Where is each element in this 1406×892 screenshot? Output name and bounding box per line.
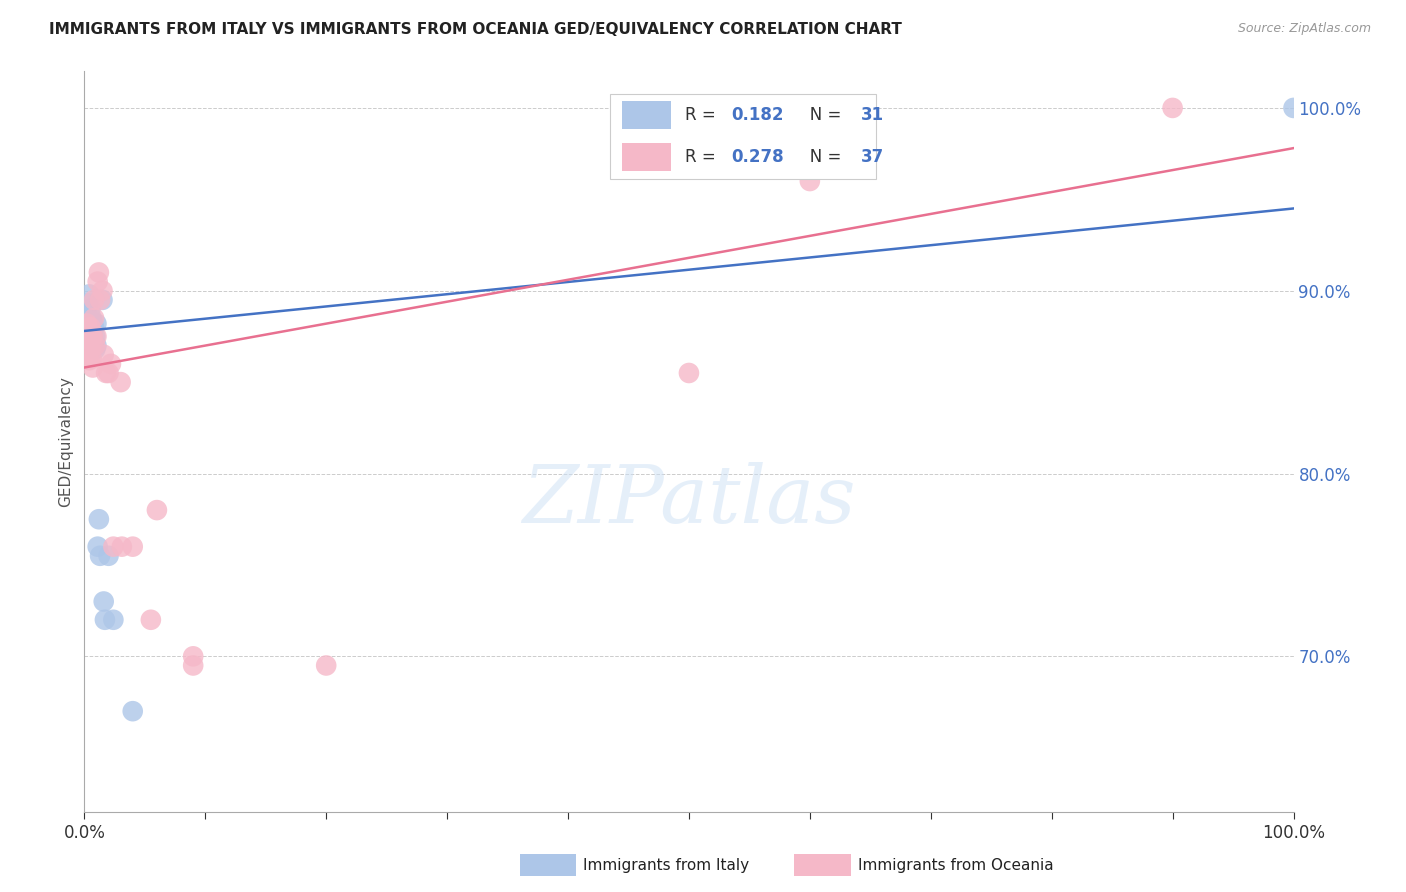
Point [86, 329, 108, 343]
Point [91, 293, 114, 307]
Point [91, 284, 114, 298]
Point [79, 320, 101, 334]
Text: 0.278: 0.278 [731, 148, 785, 166]
Point [82, 360, 104, 375]
Text: 31: 31 [860, 106, 884, 124]
Point [77, 353, 100, 368]
Point [82, 329, 104, 343]
Y-axis label: GED/Equivalency: GED/Equivalency [58, 376, 73, 507]
Point [79, 343, 101, 357]
Point [1161, 101, 1184, 115]
Point [83, 293, 105, 307]
FancyBboxPatch shape [623, 144, 671, 171]
Point [83, 338, 105, 352]
Point [86, 338, 108, 352]
Point [77, 346, 100, 360]
Point [77, 318, 100, 333]
Point [103, 540, 125, 554]
Point [79, 301, 101, 316]
Point [93, 594, 115, 608]
Point [678, 366, 700, 380]
Point [121, 540, 143, 554]
Point [82, 334, 104, 349]
Point [89, 549, 111, 563]
Point [76, 317, 98, 331]
Point [139, 613, 162, 627]
Point [76, 306, 98, 320]
Point [75, 326, 97, 340]
FancyBboxPatch shape [610, 94, 876, 178]
Point [103, 613, 125, 627]
Point [80, 329, 103, 343]
Point [86, 275, 108, 289]
FancyBboxPatch shape [623, 101, 671, 129]
Point [315, 658, 337, 673]
Point [75, 329, 97, 343]
Point [87, 512, 110, 526]
Point [86, 540, 108, 554]
Point [83, 311, 105, 326]
Point [77, 327, 100, 342]
Point [80, 351, 103, 366]
Point [100, 357, 122, 371]
Point [97, 549, 120, 563]
Text: N =: N = [794, 106, 846, 124]
Text: Source: ZipAtlas.com: Source: ZipAtlas.com [1237, 22, 1371, 36]
Point [86, 317, 108, 331]
Point [181, 658, 204, 673]
Point [76, 324, 98, 338]
Point [1282, 101, 1305, 115]
Text: 0.182: 0.182 [731, 106, 783, 124]
Point [77, 287, 100, 301]
Point [89, 293, 111, 307]
Text: Immigrants from Oceania: Immigrants from Oceania [858, 858, 1053, 872]
Point [799, 174, 821, 188]
Point [77, 333, 100, 347]
Point [84, 343, 107, 357]
Point [94, 366, 117, 380]
Point [79, 329, 101, 343]
Point [80, 326, 103, 340]
Point [181, 649, 204, 664]
Point [111, 540, 134, 554]
Text: Immigrants from Italy: Immigrants from Italy [583, 858, 749, 872]
Point [82, 315, 104, 329]
Point [77, 296, 100, 310]
Point [87, 265, 110, 279]
Point [110, 375, 132, 389]
Point [79, 317, 101, 331]
Point [93, 348, 115, 362]
Text: ZIPatlas: ZIPatlas [522, 462, 856, 540]
Point [82, 329, 104, 343]
Point [121, 704, 143, 718]
Point [94, 613, 117, 627]
Point [80, 311, 103, 326]
Point [83, 320, 105, 334]
Point [84, 338, 107, 352]
Point [77, 338, 100, 352]
Text: N =: N = [794, 148, 846, 166]
Text: IMMIGRANTS FROM ITALY VS IMMIGRANTS FROM OCEANIA GED/EQUIVALENCY CORRELATION CHA: IMMIGRANTS FROM ITALY VS IMMIGRANTS FROM… [49, 22, 903, 37]
Point [97, 366, 120, 380]
Text: 37: 37 [860, 148, 884, 166]
Point [146, 503, 169, 517]
Point [84, 329, 107, 343]
Text: R =: R = [685, 106, 721, 124]
Point [76, 315, 98, 329]
Text: R =: R = [685, 148, 721, 166]
